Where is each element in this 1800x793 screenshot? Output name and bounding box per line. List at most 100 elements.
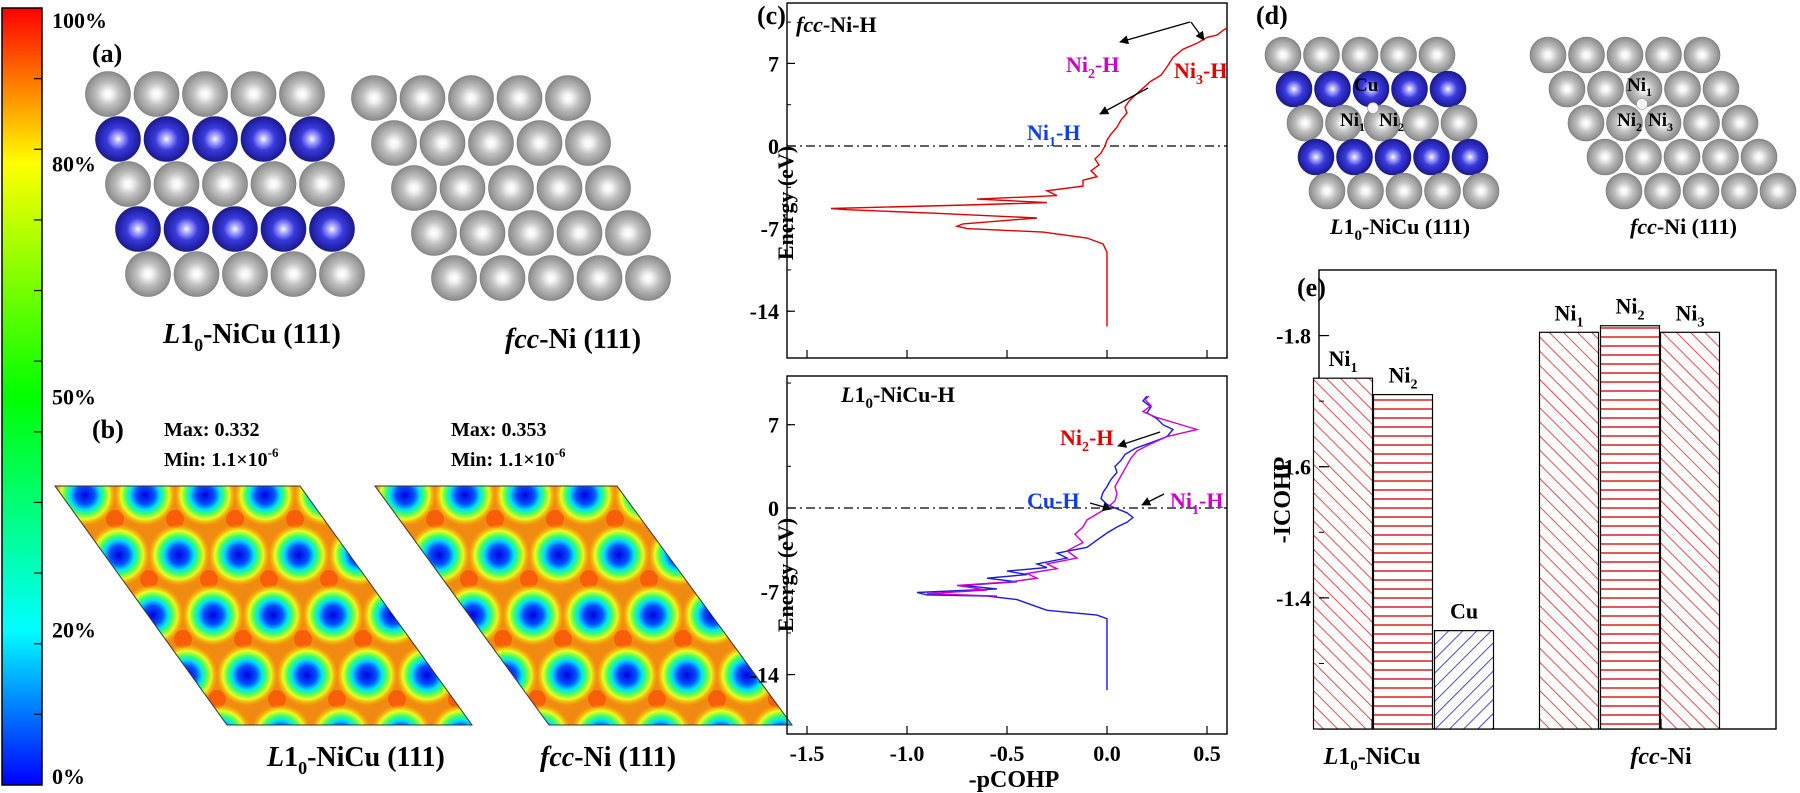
density-hotspot [460, 570, 478, 588]
panel-a-left-ni-atom [279, 71, 325, 117]
density-spot [640, 404, 702, 466]
density-spot [114, 486, 176, 526]
pcohp-top-ytick-label: 7 [768, 51, 779, 76]
panel-a-left-ni-atom [222, 251, 268, 297]
panel-d-right-ni-atom [1606, 36, 1644, 74]
density-hotspot [354, 630, 372, 648]
density-spot [234, 486, 296, 526]
density-hotspot [166, 510, 184, 528]
charge-density-l10-nicu-border [54, 485, 473, 726]
pcohp-bottom-title: L10-NiCu-H [840, 382, 955, 412]
panel-a-left-cu-atom [212, 206, 258, 252]
density-hotspot [494, 630, 512, 648]
density-hotspot [846, 510, 864, 528]
panel-b-left-caption: L10-NiCu (111) [266, 742, 445, 778]
density-hotspot [508, 690, 526, 708]
icohp-axes: -1.8 -1.6 -1.4 [1276, 269, 1662, 729]
fcc-ni-slab [351, 75, 671, 301]
density-spot [596, 644, 658, 706]
panel-d-left-cu-atom [1374, 138, 1412, 176]
density-hotspot [174, 630, 192, 648]
density-hotspot [320, 570, 338, 588]
density-spot [554, 486, 616, 526]
panel-a-right-ni-atom [391, 165, 437, 211]
density-spot [588, 524, 650, 586]
density-spot [494, 486, 556, 526]
density-spot [340, 404, 402, 466]
density-spot [434, 486, 496, 526]
density-spot [502, 584, 564, 646]
annot-bot-ni2-h: Ni2-H [1060, 425, 1113, 455]
density-hotspot [226, 510, 244, 528]
arrow-top-ni1 [1099, 87, 1149, 115]
panel-d-right-ni-atom [1645, 36, 1682, 74]
density-spot [862, 584, 924, 646]
panel-a-label: (a) [92, 39, 122, 68]
density-hotspot [914, 630, 932, 648]
density-spot [380, 404, 442, 466]
panel-d-left-ni-atom [1440, 104, 1478, 142]
panel-d-right-ni-atom [1664, 70, 1701, 108]
density-spot [276, 644, 338, 706]
density-hotspot [132, 450, 150, 468]
density-spot [190, 704, 252, 725]
panel-a-right-ni-atom [351, 75, 397, 121]
panel-c-label: (c) [757, 1, 786, 30]
panel-d-right-ni-atom [1606, 104, 1643, 142]
panel-d-right-ni-atom [1682, 172, 1720, 210]
density-hotspot [80, 570, 98, 588]
icohp-ytick-label: -1.8 [1276, 324, 1311, 349]
panel-a-right-ni-atom [439, 165, 486, 211]
annot-top-ni3-h: Ni3-H [1174, 58, 1227, 88]
pcohp-xtick-label: -1.5 [790, 741, 825, 766]
density-hotspot [72, 450, 90, 468]
panel-b-label: (b) [92, 415, 124, 444]
label-ni1-left: Ni1 [1340, 110, 1365, 134]
density-hotspot [854, 630, 872, 648]
panel-a-left-cu-atom [240, 116, 287, 162]
adsorption-site-labels-right: Ni1 Ni2 Ni3 [1617, 75, 1673, 134]
pcohp-xtick-label: 0.0 [1093, 741, 1121, 766]
panel-a-right-ni-atom [488, 165, 534, 211]
panel-b-left-min: Min: 1.1×10-6 [164, 445, 279, 471]
panel-a-left-ni-atom [125, 251, 171, 297]
density-spot [930, 704, 992, 766]
fcc-ni-adsorption-slab [1529, 36, 1797, 210]
pcohp-bottom-ytick-label: -7 [761, 579, 779, 604]
density-hotspot [55, 510, 64, 528]
panel-d-left-ni-atom [1462, 172, 1500, 210]
icohp-ytick-label: -1.6 [1276, 455, 1311, 480]
density-spot [310, 704, 372, 725]
panel-a-left-ni-atom [270, 251, 317, 297]
density-hotspot [632, 450, 650, 468]
density-hotspot [948, 690, 966, 708]
density-spot [794, 464, 856, 526]
density-spot [174, 486, 236, 526]
density-hotspot [666, 510, 684, 528]
density-hotspot [648, 690, 666, 708]
density-spot [130, 704, 192, 725]
density-hotspot [208, 690, 226, 708]
density-hotspot [148, 690, 166, 708]
density-hotspot [812, 450, 830, 468]
h-atom-left [1367, 102, 1379, 114]
density-spot [336, 644, 398, 706]
panel-d-left-ni-atom [1286, 104, 1324, 142]
panel-d-right-ni-atom [1759, 172, 1797, 210]
density-hotspot [828, 690, 846, 708]
adsorption-site-labels-left: Cu Ni1 Ni2 [1340, 75, 1404, 134]
panel-a-left-ni-atom [85, 71, 131, 117]
panel-d-right-ni-atom [1702, 138, 1739, 176]
panel-a-left-ni-atom [182, 71, 228, 117]
panel-d-left-ni-atom [1341, 36, 1379, 74]
density-spot [776, 644, 792, 706]
icohp-bar [1599, 325, 1661, 730]
pcohp-xtick-label: 0.5 [1193, 741, 1221, 766]
charge-density-fcc-ni-border [374, 485, 793, 726]
panel-a-left-cu-atom [115, 206, 161, 252]
pcohp-xlabel: -pCOHP [969, 767, 1060, 793]
pcohp-top-ytick-label: 0 [768, 134, 779, 159]
panel-d-left-ni-atom [1402, 104, 1439, 142]
pcohp-top-frame [786, 2, 1228, 359]
panel-b-right-max: Max: 0.353 [451, 419, 547, 441]
